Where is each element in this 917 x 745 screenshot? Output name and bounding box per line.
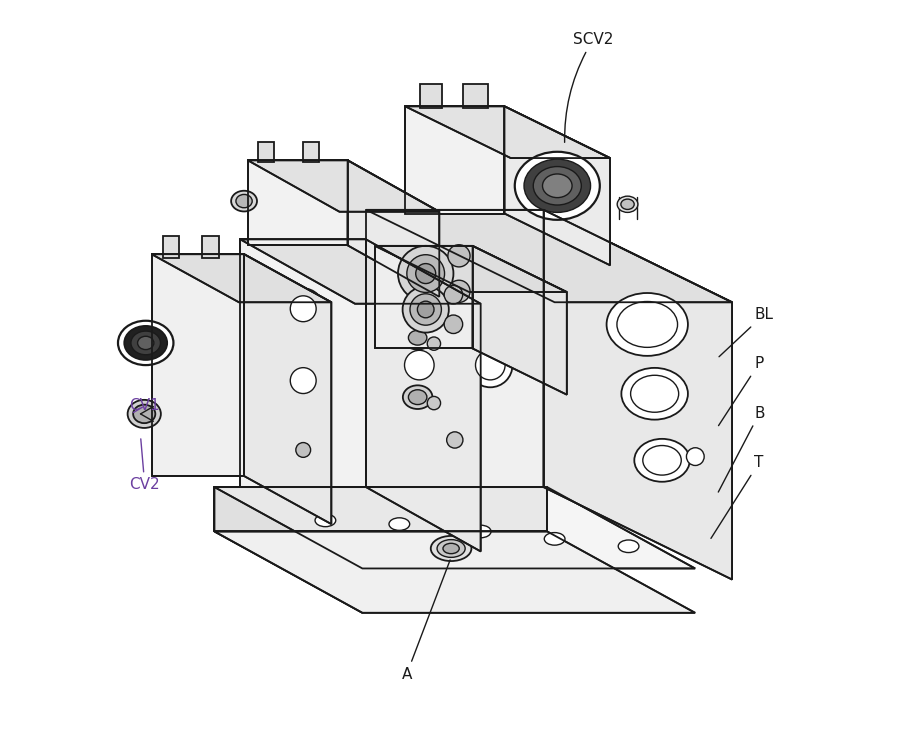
Polygon shape [240,239,481,304]
Polygon shape [405,107,610,158]
Ellipse shape [407,255,445,293]
Ellipse shape [476,350,505,380]
Ellipse shape [622,368,688,419]
Polygon shape [366,210,544,487]
Polygon shape [463,84,488,108]
Polygon shape [472,246,567,395]
Ellipse shape [282,288,324,329]
Polygon shape [162,235,179,258]
Ellipse shape [291,296,316,322]
Ellipse shape [404,350,434,380]
Ellipse shape [617,196,638,212]
Polygon shape [420,84,442,108]
Text: CV2: CV2 [129,439,160,492]
Text: B: B [718,406,765,492]
Ellipse shape [408,330,427,345]
Ellipse shape [315,514,336,527]
Ellipse shape [534,167,581,205]
Ellipse shape [403,326,433,349]
Polygon shape [366,210,732,302]
Ellipse shape [476,276,505,305]
Polygon shape [151,254,244,476]
Circle shape [444,315,463,334]
Text: CV1: CV1 [129,399,160,413]
Ellipse shape [397,268,441,312]
Polygon shape [366,239,481,551]
Ellipse shape [635,439,690,482]
Ellipse shape [643,446,681,475]
Ellipse shape [468,268,513,312]
Circle shape [447,245,470,267]
Circle shape [444,285,463,304]
Circle shape [687,448,704,466]
Ellipse shape [403,286,448,332]
Ellipse shape [606,293,688,356]
Text: T: T [711,455,764,539]
Ellipse shape [403,385,433,409]
Polygon shape [215,487,547,531]
Polygon shape [215,531,695,613]
Ellipse shape [231,191,257,212]
Circle shape [447,280,470,302]
Polygon shape [375,246,472,349]
Polygon shape [215,487,362,613]
Ellipse shape [236,194,252,208]
Ellipse shape [397,343,441,387]
Polygon shape [405,107,504,214]
Ellipse shape [431,536,471,561]
Ellipse shape [543,174,572,197]
Ellipse shape [415,264,436,284]
Ellipse shape [524,159,591,212]
Polygon shape [504,107,610,265]
Polygon shape [348,160,439,297]
Text: A: A [402,560,450,682]
Circle shape [427,396,440,410]
Ellipse shape [470,525,491,538]
Polygon shape [215,487,695,568]
Ellipse shape [389,518,410,530]
Ellipse shape [621,199,635,209]
Ellipse shape [441,426,469,454]
Ellipse shape [127,400,160,428]
Text: P: P [719,356,764,425]
Ellipse shape [398,246,453,301]
Ellipse shape [447,432,463,448]
Ellipse shape [138,336,154,349]
Ellipse shape [291,437,316,463]
Polygon shape [151,254,331,302]
Ellipse shape [617,302,678,347]
Circle shape [427,337,440,350]
Ellipse shape [631,375,679,412]
Ellipse shape [545,533,565,545]
Polygon shape [303,142,319,162]
Ellipse shape [404,276,434,305]
Text: SCV2: SCV2 [565,32,613,142]
Polygon shape [203,235,219,258]
Polygon shape [248,160,439,212]
Ellipse shape [410,294,441,326]
Ellipse shape [468,343,513,387]
Ellipse shape [296,443,311,457]
Ellipse shape [125,326,167,360]
Ellipse shape [133,405,155,423]
Text: BL: BL [719,308,773,357]
Ellipse shape [514,152,600,220]
Ellipse shape [118,321,173,365]
Ellipse shape [437,539,465,557]
Ellipse shape [282,361,324,401]
Polygon shape [244,254,331,524]
Ellipse shape [443,543,459,554]
Ellipse shape [417,301,434,318]
Polygon shape [240,239,366,487]
Ellipse shape [291,367,316,393]
Polygon shape [258,142,274,162]
Ellipse shape [618,540,639,553]
Polygon shape [248,160,348,245]
Polygon shape [544,210,732,580]
Ellipse shape [131,331,160,355]
Polygon shape [375,246,567,292]
Ellipse shape [408,390,427,405]
